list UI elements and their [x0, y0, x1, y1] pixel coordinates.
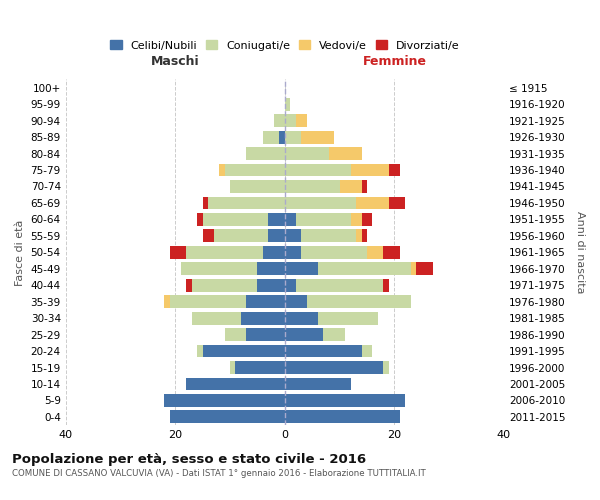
Bar [307, 296, 411, 308]
Bar [164, 394, 285, 407]
Bar [285, 262, 317, 275]
Legend: Celibi/Nubili, Coniugati/e, Vedovi/e, Divorziati/e: Celibi/Nubili, Coniugati/e, Vedovi/e, Di… [110, 40, 459, 50]
Bar [268, 230, 285, 242]
Bar [285, 213, 296, 226]
Bar [247, 328, 285, 341]
Bar [164, 296, 170, 308]
Bar [329, 147, 362, 160]
Bar [301, 230, 356, 242]
Bar [285, 378, 350, 390]
Bar [280, 130, 285, 143]
Bar [285, 328, 323, 341]
Bar [230, 361, 235, 374]
Bar [186, 378, 285, 390]
Bar [191, 312, 241, 324]
Bar [214, 230, 268, 242]
Bar [263, 130, 280, 143]
Bar [170, 410, 285, 424]
Bar [186, 246, 263, 258]
Bar [170, 246, 186, 258]
Bar [203, 196, 208, 209]
Bar [285, 230, 301, 242]
Bar [181, 262, 257, 275]
Bar [411, 262, 416, 275]
Bar [317, 262, 411, 275]
Bar [362, 230, 367, 242]
Bar [203, 230, 214, 242]
Bar [301, 246, 367, 258]
Bar [296, 279, 383, 291]
Text: Maschi: Maschi [151, 55, 200, 68]
Bar [203, 213, 268, 226]
Bar [197, 344, 203, 358]
Bar [263, 246, 285, 258]
Bar [285, 361, 383, 374]
Text: Femmine: Femmine [362, 55, 427, 68]
Bar [285, 114, 296, 127]
Bar [241, 312, 285, 324]
Bar [296, 114, 307, 127]
Bar [219, 164, 224, 176]
Bar [285, 180, 340, 193]
Bar [235, 361, 285, 374]
Bar [362, 180, 367, 193]
Bar [257, 262, 285, 275]
Bar [285, 98, 290, 110]
Bar [416, 262, 433, 275]
Bar [285, 296, 307, 308]
Bar [323, 328, 345, 341]
Bar [362, 344, 373, 358]
Bar [367, 246, 383, 258]
Bar [268, 213, 285, 226]
Bar [383, 279, 389, 291]
Bar [208, 196, 285, 209]
Bar [197, 213, 203, 226]
Bar [383, 361, 389, 374]
Bar [362, 213, 373, 226]
Bar [389, 196, 406, 209]
Text: COMUNE DI CASSANO VALCUVIA (VA) - Dati ISTAT 1° gennaio 2016 - Elaborazione TUTT: COMUNE DI CASSANO VALCUVIA (VA) - Dati I… [12, 469, 426, 478]
Bar [186, 279, 191, 291]
Bar [285, 164, 350, 176]
Bar [224, 328, 247, 341]
Bar [285, 147, 329, 160]
Bar [285, 394, 406, 407]
Bar [389, 164, 400, 176]
Bar [274, 114, 285, 127]
Bar [350, 213, 362, 226]
Bar [191, 279, 257, 291]
Bar [224, 164, 285, 176]
Bar [383, 246, 400, 258]
Bar [247, 296, 285, 308]
Y-axis label: Fasce di età: Fasce di età [15, 219, 25, 286]
Y-axis label: Anni di nascita: Anni di nascita [575, 211, 585, 294]
Bar [285, 196, 356, 209]
Text: Popolazione per età, sesso e stato civile - 2016: Popolazione per età, sesso e stato civil… [12, 452, 366, 466]
Bar [285, 279, 296, 291]
Bar [230, 180, 285, 193]
Bar [285, 312, 317, 324]
Bar [350, 164, 389, 176]
Bar [257, 279, 285, 291]
Bar [296, 213, 350, 226]
Bar [356, 196, 389, 209]
Bar [285, 344, 362, 358]
Bar [356, 230, 362, 242]
Bar [203, 344, 285, 358]
Bar [317, 312, 378, 324]
Bar [340, 180, 362, 193]
Bar [301, 130, 334, 143]
Bar [170, 296, 247, 308]
Bar [247, 147, 285, 160]
Bar [285, 246, 301, 258]
Bar [285, 410, 400, 424]
Bar [285, 130, 301, 143]
